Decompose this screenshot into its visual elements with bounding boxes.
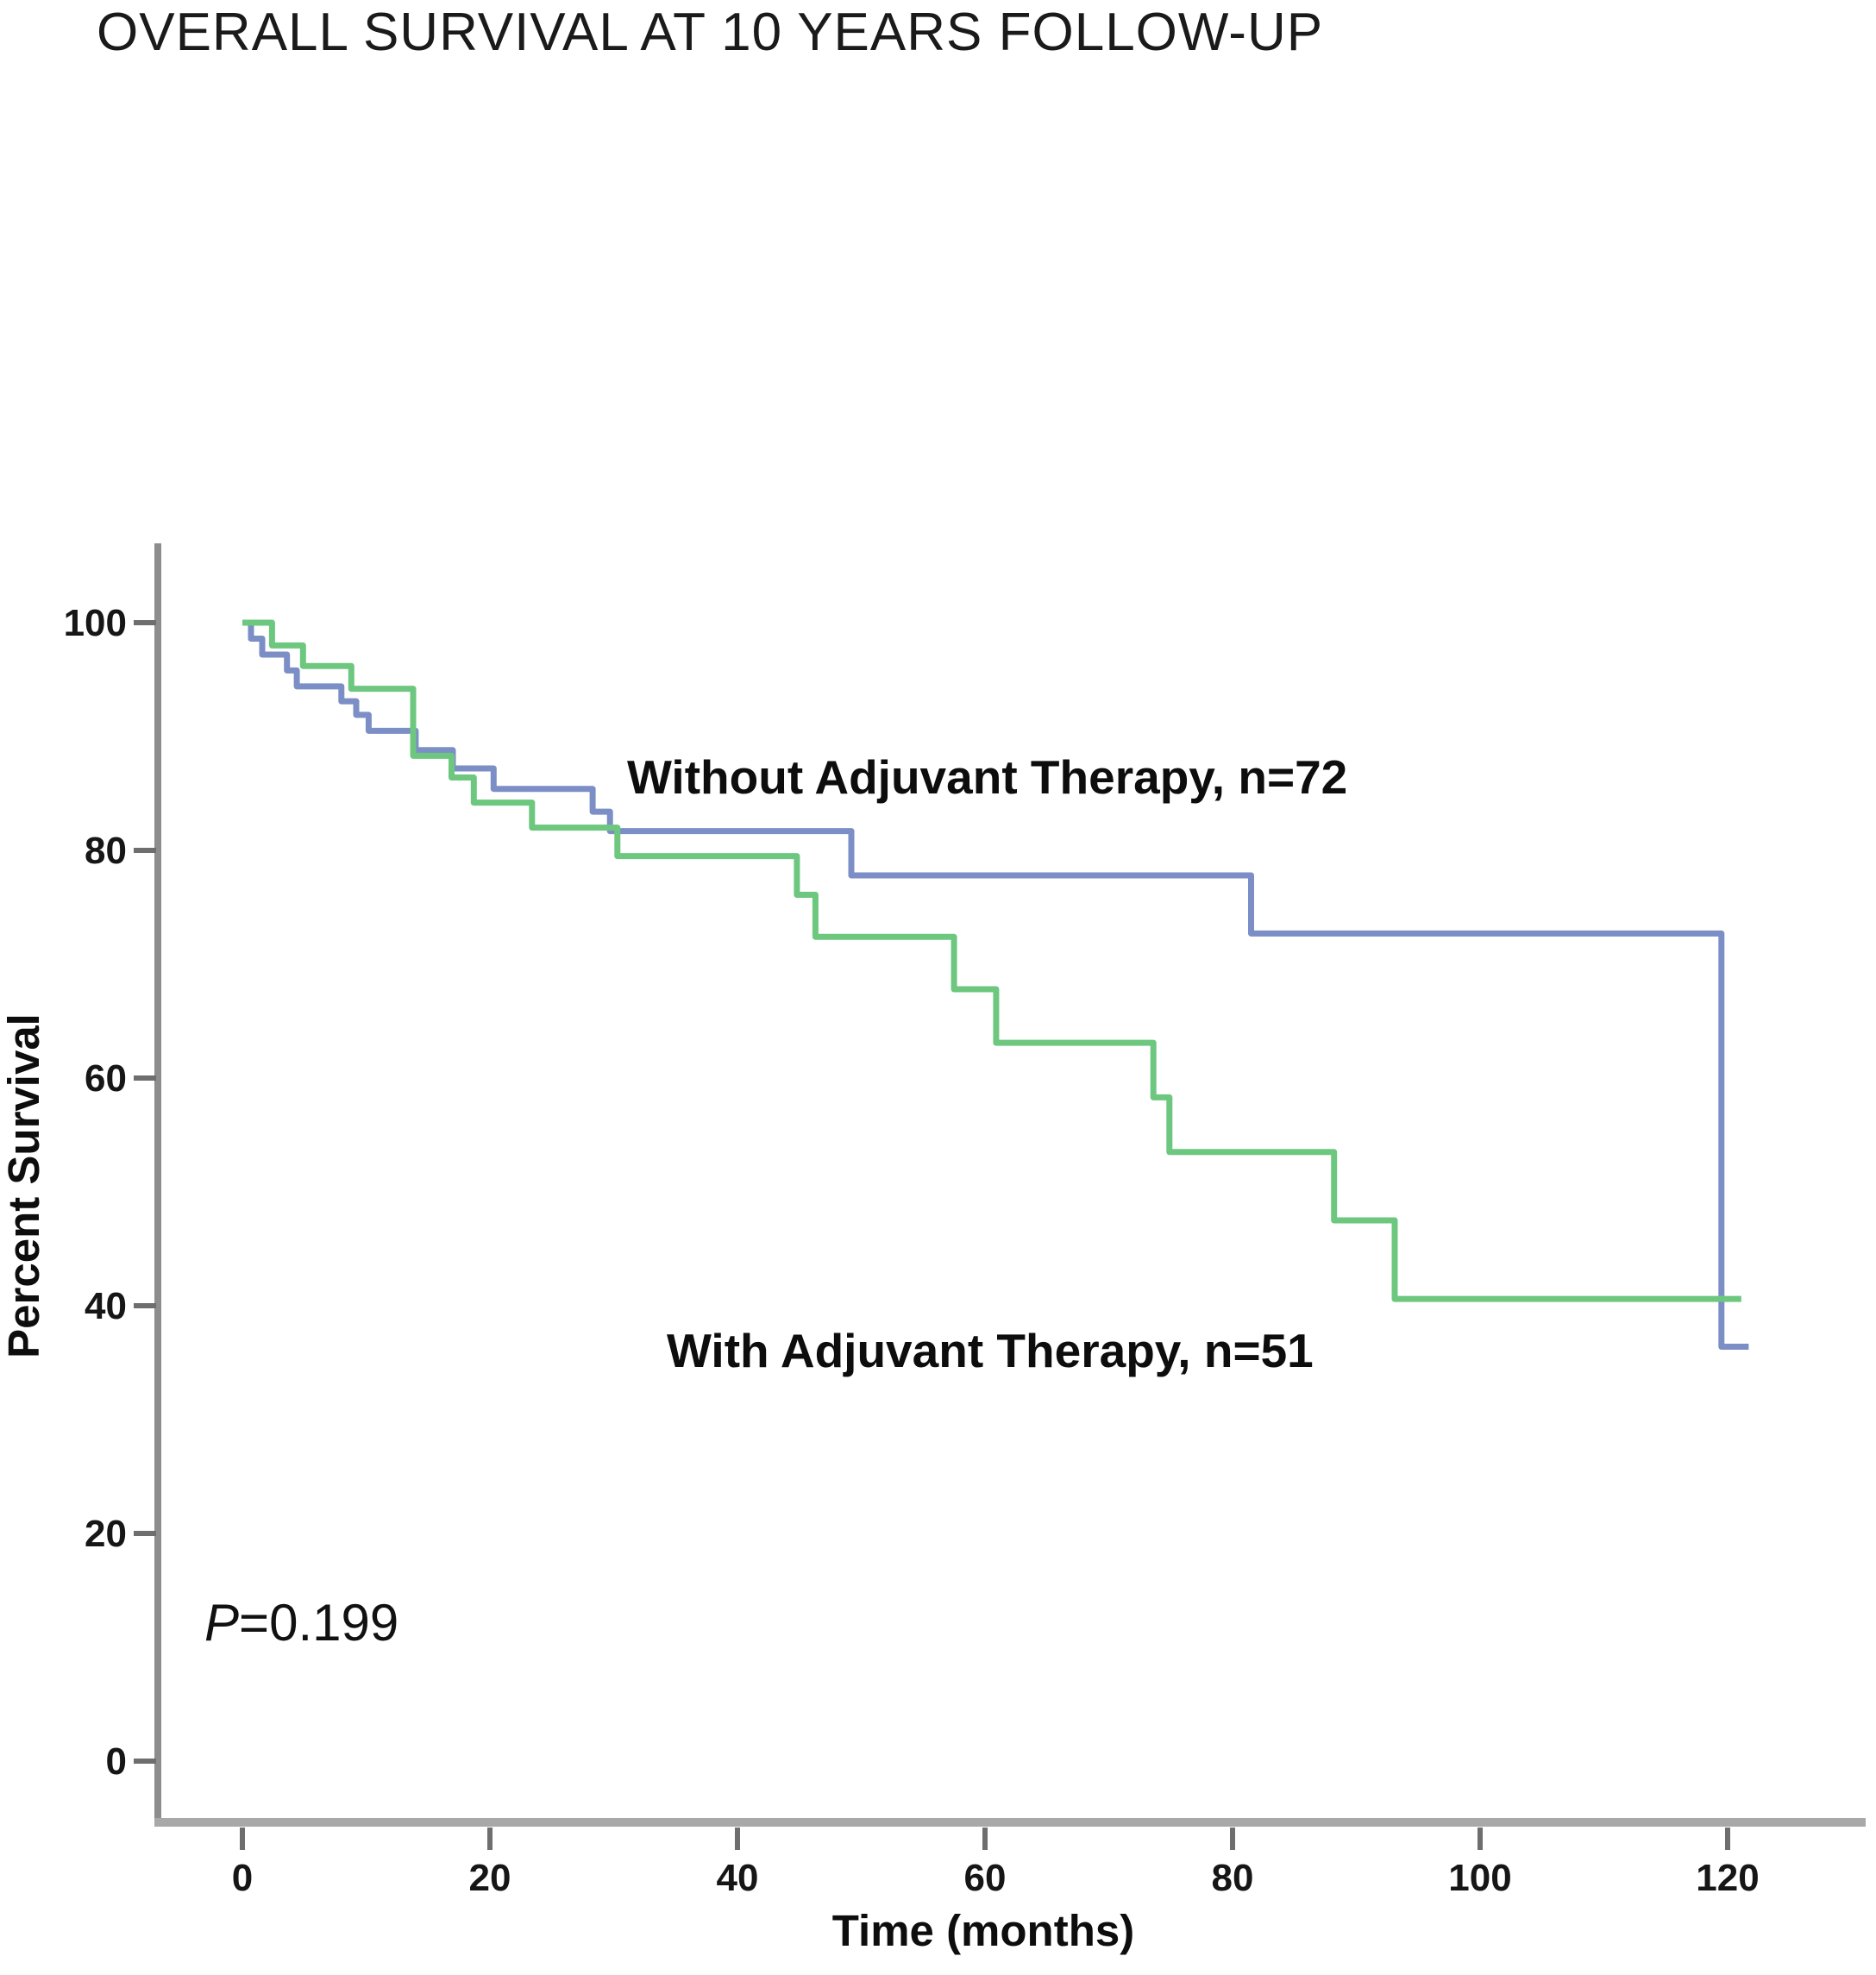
chart-title: OVERALL SURVIVAL AT 10 YEARS FOLLOW-UP bbox=[97, 3, 1323, 62]
x-tick-label: 100 bbox=[1448, 1857, 1511, 1899]
series-path-without-adjuvant-therapy bbox=[242, 619, 1749, 1350]
x-tick-label: 20 bbox=[469, 1857, 511, 1899]
survival-curves bbox=[242, 619, 1749, 1350]
p-value: P=0.199 bbox=[204, 1594, 398, 1652]
x-tick-label: 80 bbox=[1212, 1857, 1254, 1899]
y-tick-label: 60 bbox=[85, 1057, 127, 1100]
x-axis-title: Time (months) bbox=[832, 1906, 1134, 1955]
y-tick-label: 20 bbox=[85, 1513, 127, 1555]
y-tick-label: 100 bbox=[64, 602, 127, 644]
y-tick-label: 0 bbox=[106, 1740, 127, 1783]
x-tick-label: 60 bbox=[964, 1857, 1007, 1899]
y-tick-label: 40 bbox=[85, 1285, 127, 1327]
x-axis-ticks: 0 20 40 60 80 100 120 bbox=[232, 1828, 1760, 1899]
series-label-without-adjuvant: Without Adjuvant Therapy, n=72 bbox=[627, 750, 1347, 804]
series-label-with-adjuvant: With Adjuvant Therapy, n=51 bbox=[667, 1324, 1314, 1377]
y-axis-title: Percent Survival bbox=[0, 1013, 48, 1358]
x-tick-label: 0 bbox=[232, 1857, 253, 1899]
x-tick-label: 120 bbox=[1696, 1857, 1759, 1899]
y-axis-ticks: 0 20 40 60 80 100 bbox=[64, 602, 156, 1783]
y-tick-label: 80 bbox=[85, 830, 127, 872]
series-path-with-adjuvant-therapy bbox=[242, 619, 1741, 1302]
x-tick-label: 40 bbox=[717, 1857, 759, 1899]
